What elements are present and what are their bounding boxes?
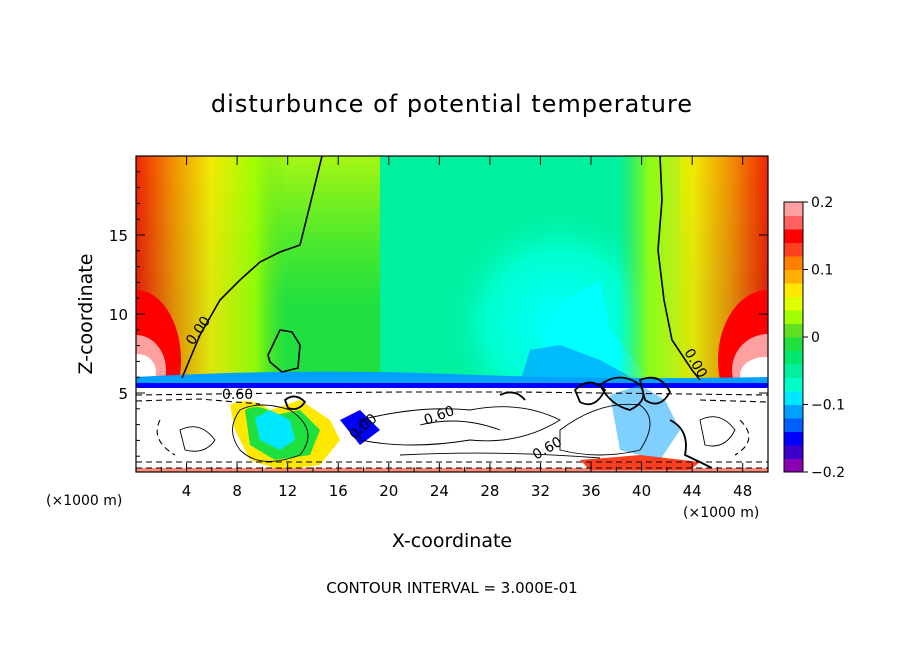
x-tick-label: 24	[430, 482, 449, 500]
x-unit-left: (×1000 m)	[46, 493, 122, 509]
colorbar-swatch	[784, 458, 803, 473]
colorbar-swatch	[784, 445, 803, 459]
y-tick-label: 10	[109, 306, 128, 324]
colorbar-swatch	[784, 296, 803, 311]
x-tick-label: 28	[480, 482, 499, 500]
colorbar-tick-label: −0.2	[811, 465, 845, 481]
colorbar-swatch	[784, 404, 803, 419]
colorbar-swatch	[784, 323, 803, 338]
chart-title: disturbunce of potential temperature	[211, 90, 693, 118]
x-unit-right: (×1000 m)	[683, 505, 759, 521]
y-axis: 5 10 15	[109, 171, 768, 457]
colorbar-tick-label: −0.1	[811, 398, 845, 414]
x-tick-label: 48	[733, 482, 752, 500]
colorbar-swatch	[784, 377, 803, 392]
x-tick-label: 40	[632, 482, 651, 500]
contour-interval: CONTOUR INTERVAL = 3.000E-01	[326, 579, 577, 597]
colorbar-frame	[783, 201, 804, 473]
x-tick-label: 16	[329, 482, 348, 500]
colorbar-swatch	[784, 202, 803, 216]
colorbar-swatch	[784, 269, 803, 284]
colorbar-swatch	[784, 391, 803, 405]
colorbar-swatch	[784, 431, 803, 446]
y-tick-label: 5	[118, 385, 128, 403]
x-tick-label: 44	[683, 482, 702, 500]
x-tick-label: 12	[278, 482, 297, 500]
x-tick-label: 32	[531, 482, 550, 500]
colorbar-swatch	[784, 229, 803, 243]
colorbar-tick-label: 0.1	[811, 263, 833, 279]
colorbar: 0.2 0.1 0 −0.1 −0.2	[784, 195, 845, 481]
plot-field	[136, 156, 768, 472]
colorbar-swatch	[784, 215, 803, 230]
colorbar-swatch	[784, 242, 803, 257]
x-tick-label: 36	[581, 482, 600, 500]
contour-label: 0.60	[222, 387, 253, 403]
x-tick-label: 20	[379, 482, 398, 500]
x-axis-label: X-coordinate	[392, 530, 512, 552]
colorbar-tick-label: 0	[811, 330, 820, 346]
colorbar-swatch	[784, 256, 803, 270]
colorbar-swatch	[784, 418, 803, 432]
x-axis: 4 8 12 16 20 24 28 32 36 40 44 48	[160, 156, 752, 500]
x-tick-label: 4	[182, 482, 192, 500]
colorbar-swatch	[784, 364, 803, 378]
colorbar-swatch	[784, 310, 803, 324]
colorbar-swatch	[784, 350, 803, 365]
y-tick-label: 15	[109, 227, 128, 245]
colorbar-swatch	[784, 337, 803, 351]
y-axis-label: Z-coordinate	[75, 254, 97, 375]
colorbar-swatch	[784, 283, 803, 297]
colorbar-tick-label: 0.2	[811, 195, 833, 211]
x-tick-label: 8	[232, 482, 242, 500]
